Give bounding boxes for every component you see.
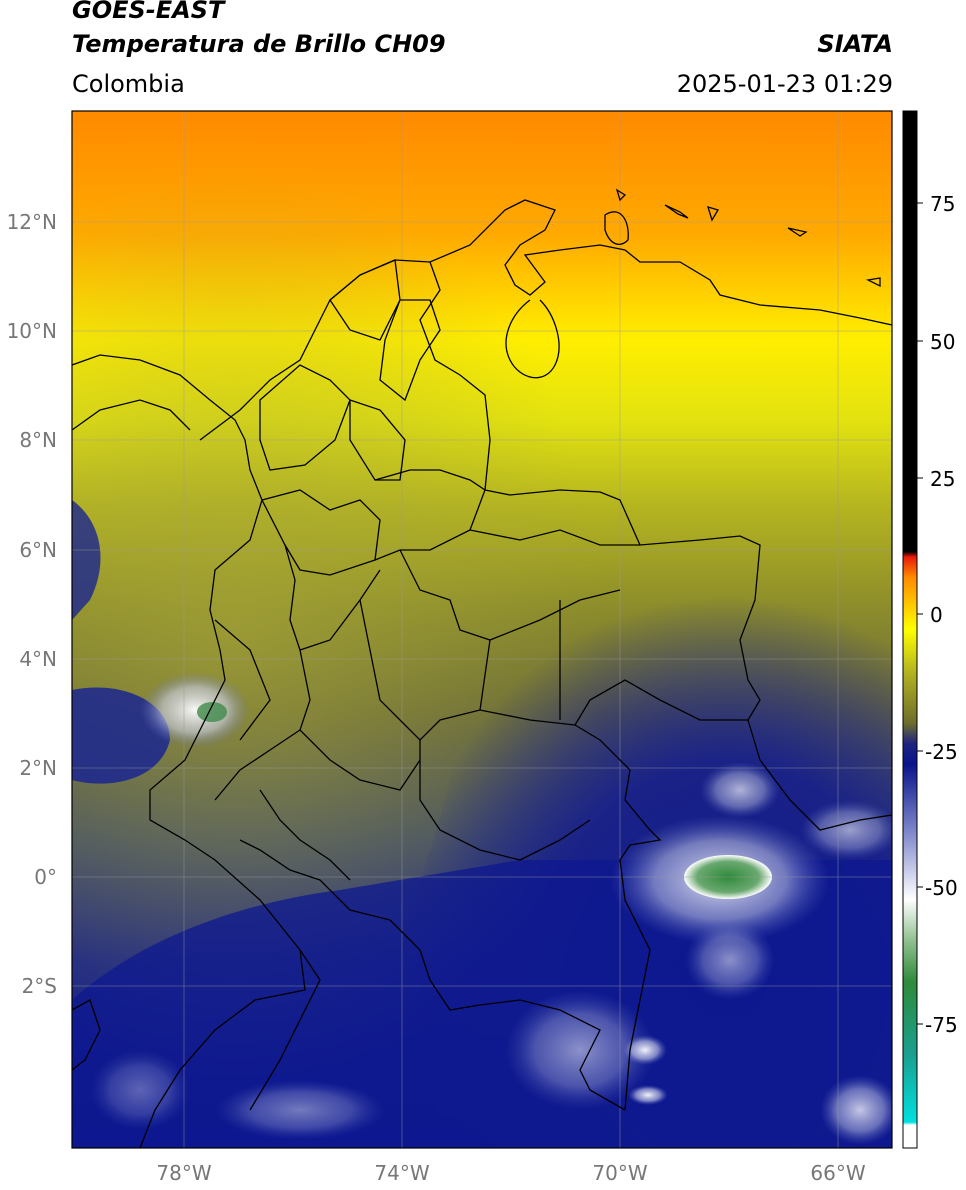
satellite-title: GOES-EAST [72, 0, 225, 24]
colorbar-tick: -50 [925, 876, 958, 900]
colorbar-tick: 75 [930, 192, 955, 216]
lat-label: 10°N [7, 319, 57, 343]
region-label: Colombia [72, 70, 185, 98]
product-title: Temperatura de Brillo CH09 [72, 30, 446, 58]
colorbar-tick: 25 [930, 467, 955, 491]
datetime-label: 2025-01-23 01:29 [676, 70, 893, 98]
colorbar: 75 50 25 0 -25 -50 -75 [902, 110, 958, 1149]
lat-label: 6°N [19, 538, 57, 562]
colorbar-tick: 50 [930, 330, 955, 354]
lat-label: 12°N [7, 210, 57, 234]
lon-label: 74°W [374, 1161, 429, 1185]
borders [72, 188, 892, 1148]
lon-label: 70°W [592, 1161, 647, 1185]
lat-label: 8°N [19, 428, 57, 452]
lat-label: 4°N [19, 647, 57, 671]
gridlines [72, 111, 892, 1148]
lat-axis: 12°N 10°N 8°N 6°N 4°N 2°N 0° 2°S [7, 210, 57, 998]
colorbar-tick: 0 [930, 603, 943, 627]
lat-label: 2°N [19, 756, 57, 780]
colorbar-tick: -25 [925, 740, 958, 764]
map-frame [71, 110, 893, 1149]
lat-label: 2°S [22, 974, 57, 998]
lon-label: 66°W [810, 1161, 865, 1185]
lon-label: 78°W [156, 1161, 211, 1185]
brand-label: SIATA [817, 30, 893, 58]
lat-label: 0° [34, 865, 57, 889]
map-imagery [72, 111, 892, 1148]
colorbar-ramp [902, 110, 918, 1149]
colorbar-tick: -75 [925, 1013, 958, 1037]
lon-axis: 78°W 74°W 70°W 66°W [156, 1161, 865, 1185]
